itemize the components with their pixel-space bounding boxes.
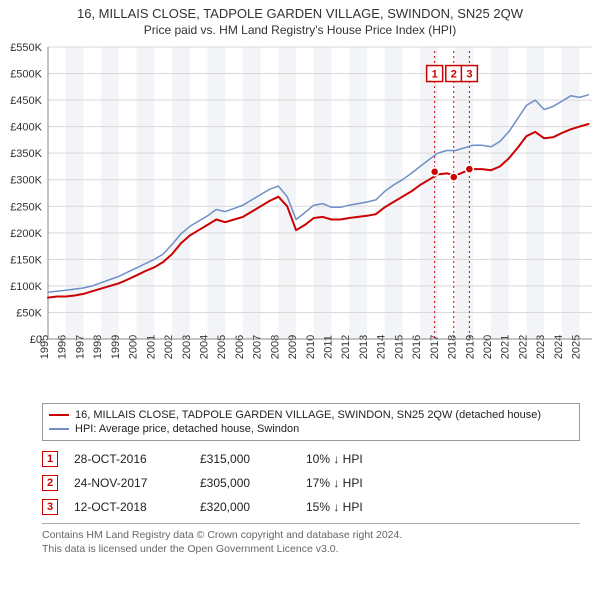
legend-label: HPI: Average price, detached house, Swin… <box>75 423 299 435</box>
band <box>420 47 438 339</box>
band <box>491 47 509 339</box>
band <box>243 47 261 339</box>
band <box>314 47 332 339</box>
sale-point <box>465 165 473 173</box>
footer-line-1: Contains HM Land Registry data © Crown c… <box>42 528 580 542</box>
ytick-label: £100K <box>10 281 42 293</box>
xtick-label: 2010 <box>305 335 317 359</box>
ytick-label: £150K <box>10 254 42 266</box>
xtick-label: 2012 <box>340 335 352 359</box>
xtick-label: 1996 <box>57 335 69 359</box>
ytick-label: £200K <box>10 228 42 240</box>
band <box>172 47 190 339</box>
sale-row-date: 28-OCT-2016 <box>74 452 184 466</box>
sale-marker-num: 1 <box>432 69 438 81</box>
xtick-label: 2007 <box>252 335 264 359</box>
xtick-label: 1997 <box>74 335 86 359</box>
line-chart: £0£50K£100K£150K£200K£250K£300K£350K£400… <box>0 39 600 399</box>
xtick-label: 2025 <box>571 335 583 359</box>
footer-line-2: This data is licensed under the Open Gov… <box>42 542 580 556</box>
title-main: 16, MILLAIS CLOSE, TADPOLE GARDEN VILLAG… <box>10 6 590 21</box>
xtick-label: 2006 <box>234 335 246 359</box>
ytick-label: £250K <box>10 201 42 213</box>
sale-row: 3 12-OCT-2018 £320,000 15% ↓ HPI <box>42 495 580 519</box>
band <box>456 47 474 339</box>
xtick-label: 1999 <box>110 335 122 359</box>
band <box>207 47 225 339</box>
band <box>562 47 580 339</box>
sale-row-diff: 10% ↓ HPI <box>306 452 396 466</box>
sale-row: 1 28-OCT-2016 £315,000 10% ↓ HPI <box>42 447 580 471</box>
xtick-label: 2019 <box>464 335 476 359</box>
xtick-label: 2008 <box>269 335 281 359</box>
title-block: 16, MILLAIS CLOSE, TADPOLE GARDEN VILLAG… <box>0 0 600 39</box>
sale-row-diff: 17% ↓ HPI <box>306 476 396 490</box>
ytick-label: £550K <box>10 42 42 54</box>
band <box>137 47 155 339</box>
legend-label: 16, MILLAIS CLOSE, TADPOLE GARDEN VILLAG… <box>75 409 541 421</box>
legend-item: 16, MILLAIS CLOSE, TADPOLE GARDEN VILLAG… <box>49 408 573 422</box>
xtick-label: 2015 <box>393 335 405 359</box>
band <box>278 47 296 339</box>
xtick-label: 2022 <box>517 335 529 359</box>
ytick-label: £300K <box>10 175 42 187</box>
xtick-label: 2000 <box>128 335 140 359</box>
sale-row-marker: 2 <box>42 475 58 491</box>
title-sub: Price paid vs. HM Land Registry's House … <box>10 23 590 37</box>
ytick-label: £450K <box>10 95 42 107</box>
sale-row-marker: 3 <box>42 499 58 515</box>
xtick-label: 2020 <box>482 335 494 359</box>
ytick-label: £400K <box>10 122 42 134</box>
container: 16, MILLAIS CLOSE, TADPOLE GARDEN VILLAG… <box>0 0 600 556</box>
sales-table: 1 28-OCT-2016 £315,000 10% ↓ HPI 2 24-NOV-201… <box>42 447 580 519</box>
xtick-label: 2016 <box>411 335 423 359</box>
xtick-label: 2002 <box>163 335 175 359</box>
xtick-label: 2004 <box>198 335 210 359</box>
xtick-label: 2021 <box>500 335 512 359</box>
sale-row-diff: 15% ↓ HPI <box>306 500 396 514</box>
sale-marker-num: 3 <box>466 69 472 81</box>
xtick-label: 2005 <box>216 335 228 359</box>
xtick-label: 2024 <box>553 335 565 359</box>
sale-point <box>450 173 458 181</box>
band <box>101 47 119 339</box>
xtick-label: 2017 <box>429 335 441 359</box>
xtick-label: 2023 <box>535 335 547 359</box>
ytick-label: £350K <box>10 148 42 160</box>
xtick-label: 1995 <box>39 335 51 359</box>
chart-area: £0£50K£100K£150K£200K£250K£300K£350K£400… <box>0 39 600 399</box>
sale-point <box>431 168 439 176</box>
band <box>526 47 544 339</box>
sale-row-price: £320,000 <box>200 500 290 514</box>
footer: Contains HM Land Registry data © Crown c… <box>42 523 580 556</box>
legend-item: HPI: Average price, detached house, Swin… <box>49 422 573 436</box>
sale-row: 2 24-NOV-2017 £305,000 17% ↓ HPI <box>42 471 580 495</box>
ytick-label: £50K <box>16 307 42 319</box>
band <box>385 47 403 339</box>
sale-row-date: 12-OCT-2018 <box>74 500 184 514</box>
xtick-label: 2018 <box>447 335 459 359</box>
xtick-label: 2014 <box>376 335 388 359</box>
xtick-label: 2003 <box>181 335 193 359</box>
xtick-label: 2009 <box>287 335 299 359</box>
sale-row-date: 24-NOV-2017 <box>74 476 184 490</box>
ytick-label: £500K <box>10 69 42 81</box>
legend-swatch <box>49 414 69 416</box>
sale-marker-num: 2 <box>451 69 457 81</box>
xtick-label: 1998 <box>92 335 104 359</box>
xtick-label: 2001 <box>145 335 157 359</box>
band <box>349 47 367 339</box>
sale-row-price: £305,000 <box>200 476 290 490</box>
sale-row-marker: 1 <box>42 451 58 467</box>
sale-row-price: £315,000 <box>200 452 290 466</box>
xtick-label: 2013 <box>358 335 370 359</box>
legend: 16, MILLAIS CLOSE, TADPOLE GARDEN VILLAG… <box>42 403 580 441</box>
legend-swatch <box>49 428 69 430</box>
